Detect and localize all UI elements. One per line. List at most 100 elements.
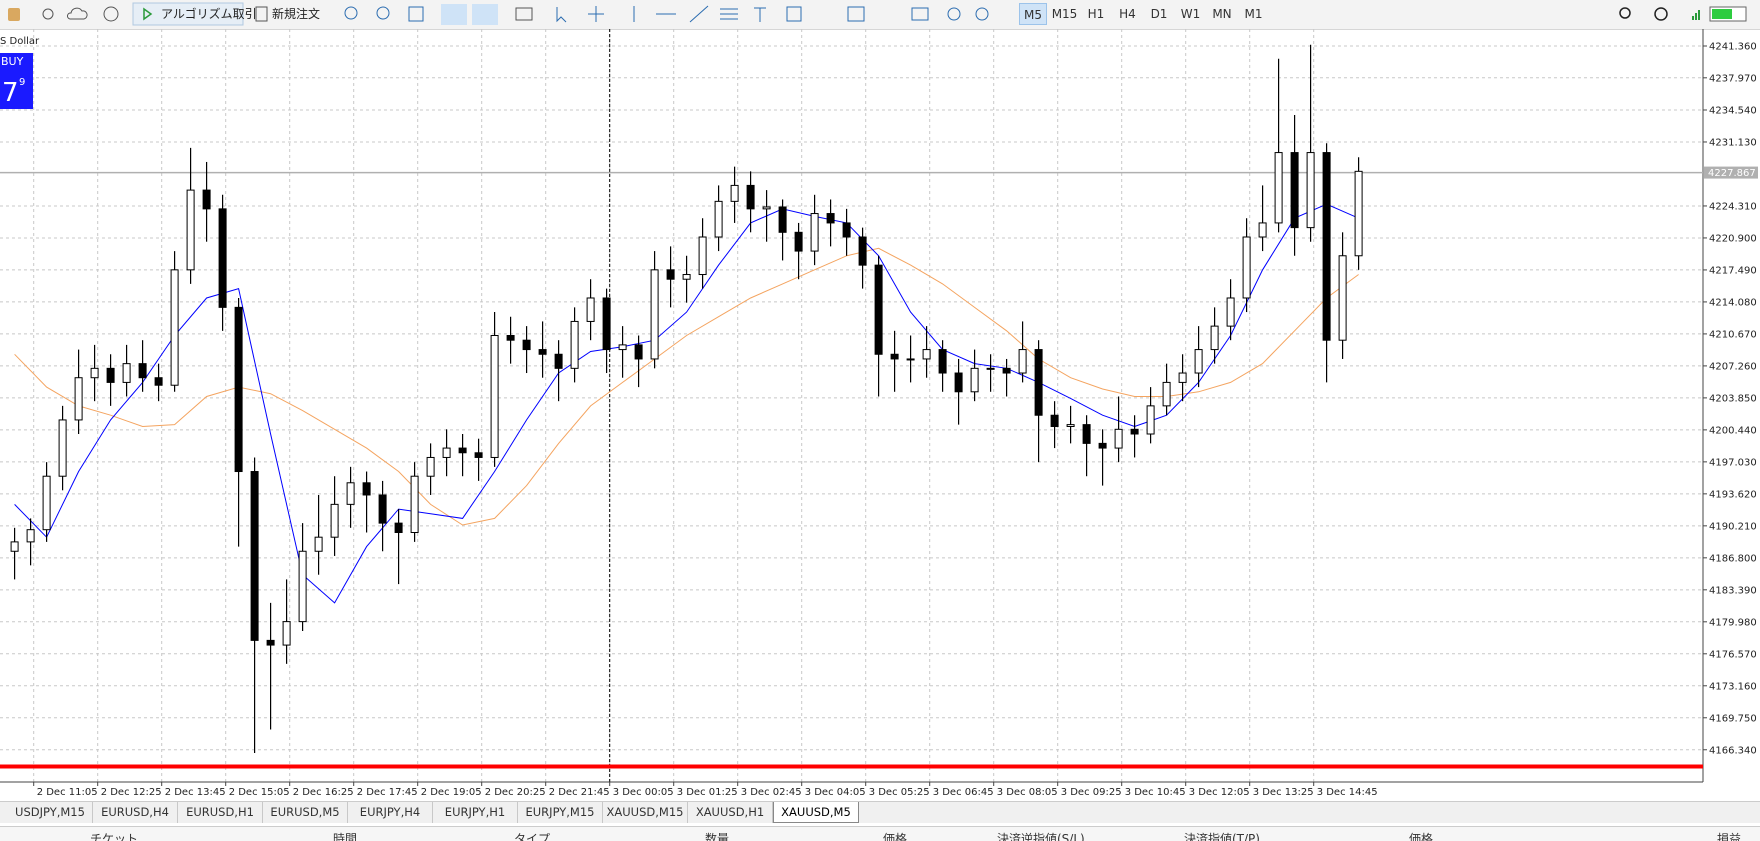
chart-tab[interactable]: EURJPY,H1 xyxy=(433,802,518,823)
algo-button-bg[interactable] xyxy=(132,2,244,26)
chart-tab[interactable]: EURJPY,H4 xyxy=(348,802,433,823)
column-header[interactable]: タイプ xyxy=(514,832,551,841)
y-tick-label: 4207.260 xyxy=(1709,361,1757,372)
chart-tab[interactable]: EURUSD,M5 xyxy=(263,802,348,823)
candle-body xyxy=(202,189,211,210)
icon-cursor[interactable] xyxy=(556,7,567,23)
column-header[interactable]: 決済逆指値(S/L) xyxy=(997,832,1085,841)
y-tick-label: 4200.440 xyxy=(1709,425,1757,436)
y-tick-label: 4166.340 xyxy=(1709,745,1757,756)
y-tick-label: 4173.160 xyxy=(1709,681,1757,692)
candle-body xyxy=(1290,152,1299,229)
grid xyxy=(0,29,1703,782)
timeframe-button[interactable]: W1 xyxy=(1180,7,1201,21)
x-tick-label: 3 Dec 00:05 xyxy=(613,787,674,798)
x-tick-label: 3 Dec 12:05 xyxy=(1189,787,1250,798)
chart-tab[interactable]: XAUUSD,H1 xyxy=(688,802,773,823)
candle-body xyxy=(570,320,579,369)
candle-body xyxy=(362,482,371,496)
icon-indicator[interactable] xyxy=(847,6,865,22)
icon-lines[interactable] xyxy=(633,5,766,23)
chart-tab[interactable]: USDJPY,M15 xyxy=(8,802,93,823)
timeframe-button[interactable]: M5 xyxy=(1019,3,1047,25)
x-tick-label: 2 Dec 13:45 xyxy=(165,787,226,798)
chart-tab[interactable]: EURUSD,H1 xyxy=(178,802,263,823)
icon-zoom-out[interactable] xyxy=(376,6,390,20)
algo-trading-button[interactable]: アルゴリズム取引 xyxy=(161,7,257,21)
candle-body xyxy=(1322,152,1331,341)
candle-body xyxy=(1162,381,1171,407)
icon-templates[interactable] xyxy=(975,7,989,21)
column-header[interactable]: 時間 xyxy=(333,832,358,841)
candle-body xyxy=(1306,152,1315,229)
y-tick-label: 4224.310 xyxy=(1709,201,1757,212)
x-tick-label: 3 Dec 06:45 xyxy=(933,787,994,798)
y-tick-label: 4169.750 xyxy=(1709,713,1757,724)
column-header[interactable]: チケット xyxy=(90,832,139,841)
column-header[interactable]: 価格 xyxy=(1409,832,1434,841)
candle-body xyxy=(474,452,483,458)
candle-body xyxy=(250,471,259,641)
icon-shift[interactable] xyxy=(472,4,498,25)
timeframe-button[interactable]: MN xyxy=(1212,7,1232,21)
y-tick-label: 4176.570 xyxy=(1709,649,1757,660)
icon-search[interactable] xyxy=(1619,7,1631,19)
column-header[interactable]: 数量 xyxy=(705,832,730,841)
icon-shapes[interactable] xyxy=(786,6,802,22)
x-tick-label: 2 Dec 21:45 xyxy=(549,787,610,798)
column-header[interactable]: 価格 xyxy=(883,832,908,841)
icon-autoscroll[interactable] xyxy=(441,4,467,25)
y-tick-label: 4241.360 xyxy=(1709,42,1757,53)
candle-body xyxy=(1034,349,1043,416)
timeframe-button[interactable]: H1 xyxy=(1087,7,1105,21)
candle-body xyxy=(618,344,627,351)
candle-body xyxy=(234,306,243,473)
candle-body xyxy=(922,349,931,360)
candle-body xyxy=(74,377,83,421)
icon-tile[interactable] xyxy=(408,6,424,22)
icon-cloud[interactable] xyxy=(66,7,88,20)
icon-crosshair[interactable] xyxy=(588,6,604,22)
candle-body xyxy=(730,184,739,202)
candle-body xyxy=(554,353,563,369)
x-tick-label: 2 Dec 12:25 xyxy=(101,787,162,798)
icon-account[interactable] xyxy=(1654,7,1668,21)
icon-screenshot[interactable] xyxy=(515,7,533,21)
y-tick-label: 4197.030 xyxy=(1709,457,1757,468)
timeframe-button[interactable]: H4 xyxy=(1119,7,1136,21)
chart-tab[interactable]: XAUUSD,M15 xyxy=(603,802,688,823)
candle-body xyxy=(1338,255,1347,341)
y-tick-label: 4179.980 xyxy=(1709,617,1757,628)
current-price-label: 4227.867 xyxy=(1708,168,1756,179)
icon-play xyxy=(143,7,153,21)
x-tick-label: 3 Dec 01:25 xyxy=(677,787,738,798)
chart-tab[interactable]: EURJPY,M15 xyxy=(518,802,603,823)
icon-objects[interactable] xyxy=(947,7,961,21)
candle-body xyxy=(666,269,675,280)
chart-tab[interactable]: XAUUSD,M5 xyxy=(773,802,859,823)
timeframe-button[interactable]: D1 xyxy=(1150,7,1168,21)
timeframe-button[interactable]: M15 xyxy=(1051,7,1078,21)
chart-tab[interactable]: EURUSD,H4 xyxy=(93,802,178,823)
trade-price-small: 9 xyxy=(19,77,25,88)
x-tick-label: 3 Dec 10:45 xyxy=(1125,787,1186,798)
x-tick-label: 2 Dec 20:25 xyxy=(485,787,546,798)
icon-vps[interactable] xyxy=(103,6,119,22)
candle-body xyxy=(762,206,771,210)
candle-body xyxy=(1098,442,1107,449)
column-header[interactable]: 損益 xyxy=(1717,832,1742,841)
candle-body xyxy=(58,419,67,477)
candle-body xyxy=(810,213,819,252)
icon-zoom-in[interactable] xyxy=(344,6,358,20)
candle-body xyxy=(218,208,227,308)
candle-body xyxy=(458,447,467,454)
candle-body xyxy=(970,367,979,393)
icon-ok[interactable] xyxy=(911,7,929,21)
timeframe-button[interactable]: M1 xyxy=(1244,7,1263,21)
new-order-button[interactable]: 新規注文 xyxy=(272,7,321,21)
icon-bag[interactable] xyxy=(8,8,20,21)
column-header[interactable]: 決済指値(T/P) xyxy=(1184,832,1260,841)
icon-signal[interactable] xyxy=(42,8,54,20)
x-tick-label: 3 Dec 05:25 xyxy=(869,787,930,798)
candle-body xyxy=(1178,372,1187,383)
